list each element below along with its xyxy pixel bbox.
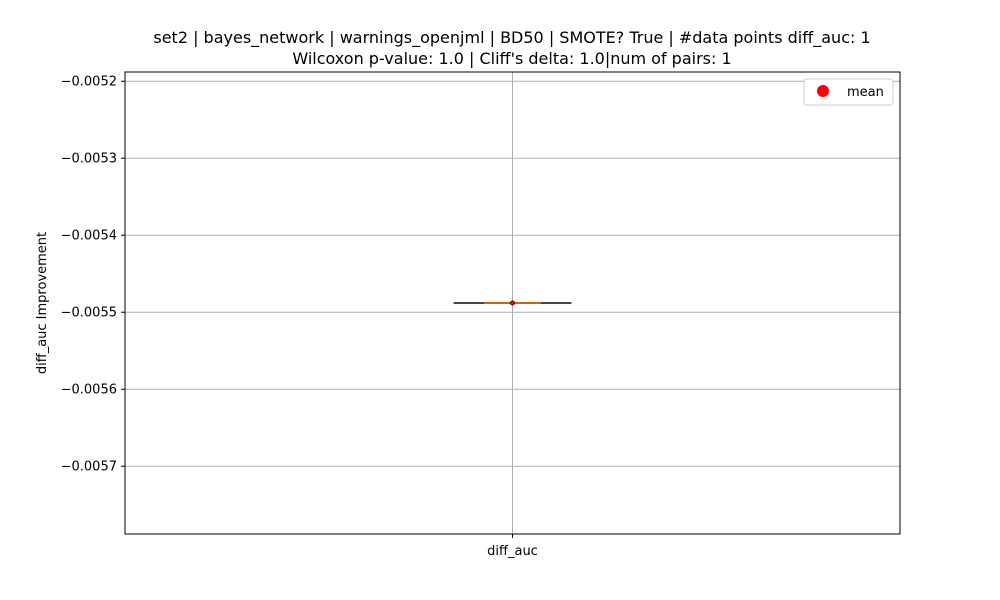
y-tick-label: −0.0055 <box>61 306 117 321</box>
legend-entry-mean: mean <box>847 85 884 100</box>
legend: mean <box>803 78 894 106</box>
legend-frame <box>803 78 894 106</box>
y-axis: −0.0052 −0.0053 −0.0054 −0.0055 −0.0056 −0.00… <box>61 75 125 475</box>
x-tick-label: diff_auc <box>487 544 538 559</box>
chart-title: set2 | bayes_network | warnings_openjml … <box>153 28 870 48</box>
boxes <box>453 300 572 306</box>
y-tick-label: −0.0053 <box>61 152 117 167</box>
y-axis-label: diff_auc Improvement <box>35 232 50 374</box>
chart-subtitle: Wilcoxon p-value: 1.0 | Cliff's delta: 1… <box>292 49 731 68</box>
legend-mean-marker <box>817 85 829 97</box>
x-axis: diff_auc <box>487 534 538 559</box>
mean-point <box>509 300 515 306</box>
grid <box>125 72 900 534</box>
y-tick-label: −0.0056 <box>61 383 117 398</box>
y-tick-label: −0.0052 <box>61 75 117 90</box>
y-tick-label: −0.0054 <box>61 229 117 244</box>
y-tick-label: −0.0057 <box>61 460 117 475</box>
